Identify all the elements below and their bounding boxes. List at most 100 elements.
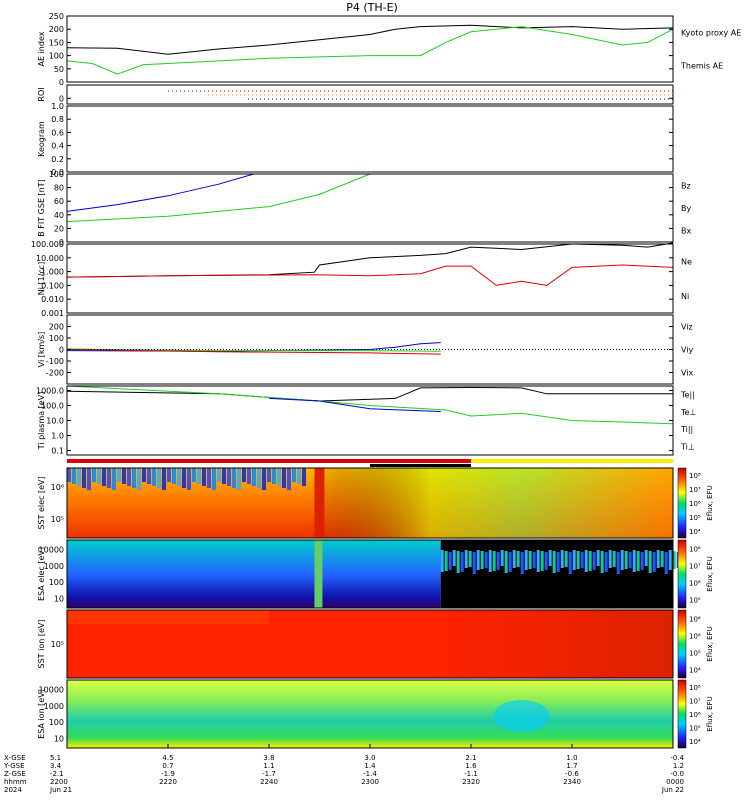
ytick-label: 1000.0 — [36, 387, 64, 396]
ephem-value: -2.1 — [50, 770, 64, 778]
ytick-label: 0.0 — [51, 168, 64, 177]
ytick-label: 0.4 — [51, 142, 64, 151]
ephem-value: 2300 — [361, 778, 379, 786]
esa-elec-pixel — [592, 552, 596, 570]
ytick-label: 150 — [49, 38, 64, 47]
panel-frame-ae — [66, 15, 674, 83]
ytick-label: 60 — [54, 197, 64, 206]
ytick-label: 10.000 — [36, 254, 64, 263]
sst-elec-pixel — [257, 468, 261, 488]
esa-elec-pixel — [580, 552, 584, 568]
colorbar-tick: 10⁶ — [689, 711, 701, 719]
sst-ion-heatmap — [67, 610, 673, 678]
sst-elec-pixel — [72, 468, 76, 484]
ephem-value: 1.6 — [465, 762, 477, 770]
ylabel-sst_e: SST elec [eV] — [37, 476, 46, 529]
panel-frame-keogram — [66, 105, 674, 173]
sst-elec-pixel — [222, 468, 226, 484]
chart-title: P4 (TH-E) — [346, 1, 398, 14]
ytick-label: 0 — [59, 94, 64, 103]
ephemeris-table: X-GSEY-GSEZ-GSEhhmm20245.13.4-2.12200Jun… — [3, 754, 685, 794]
esa-elec-pixel — [488, 550, 492, 572]
ytick-label: 10000 — [39, 546, 64, 555]
panels-layer — [66, 24, 680, 748]
sst-elec-pixel — [127, 468, 131, 486]
ylabel-esa_e: ESA elec [eV] — [37, 547, 46, 601]
ytick-label: 1.0 — [51, 431, 64, 440]
esa-elec-pixel — [444, 551, 448, 571]
esa-elec-pixel — [500, 550, 504, 566]
ylabel-keogram: Keogram — [37, 121, 46, 157]
esa-elec-pixel — [508, 552, 512, 572]
colorbar-label: Eflux, EFU — [706, 696, 714, 731]
esa-elec-pixel — [588, 551, 592, 571]
ytick-label: 0 — [59, 78, 64, 87]
esa-elec-pixel — [484, 552, 488, 568]
ytick-label: 80 — [54, 184, 64, 193]
esa-elec-pixel — [492, 551, 496, 571]
esa-ion-heatmap — [67, 680, 673, 748]
esa-elec-pixel — [564, 551, 568, 567]
esa-elec-pixel — [568, 552, 572, 574]
esa-elec-pixel — [612, 551, 616, 567]
series-ne — [66, 264, 674, 286]
esa-elec-pixel — [668, 550, 672, 570]
ytick-label: 1.000 — [41, 268, 64, 277]
colorbar-tick: 10⁴ — [689, 738, 701, 746]
legend-entry: Ti|| — [680, 425, 693, 434]
sst-elec-pixel — [92, 468, 96, 482]
sst-elec-pixel — [142, 468, 146, 482]
ephem-value: 1.1 — [263, 762, 274, 770]
esa-elec-pixel — [504, 551, 508, 573]
ephem-value: 1.2 — [673, 762, 684, 770]
esa-elec-pixel — [528, 551, 532, 569]
esa-elec-pixel — [468, 551, 472, 567]
status-bar-yellow — [471, 459, 673, 463]
ytick-label: 1.0 — [51, 102, 64, 111]
ephem-value: -1.1 — [464, 770, 478, 778]
esa-elec-pixel — [548, 550, 552, 566]
ytick-label: 0.001 — [41, 309, 64, 318]
colorbar-tick: 10⁸ — [689, 684, 701, 692]
ytick-label: 10.0 — [46, 417, 64, 426]
esa-elec-pixel — [596, 550, 600, 566]
sst-elec-pixel — [212, 468, 216, 490]
panel-frame-roi — [66, 84, 674, 105]
esa-elec-pixel — [476, 550, 480, 570]
esa-elec-pixel — [560, 550, 564, 568]
ytick-label: 0.8 — [51, 115, 64, 124]
sst-elec-pixel — [162, 468, 166, 490]
ytick-label: 10⁵ — [51, 640, 64, 649]
esa-elec-pixel — [552, 551, 556, 573]
ytick-label: 100 — [49, 578, 64, 587]
panel-frame-bfit — [66, 173, 674, 243]
ephem-value: 3.8 — [263, 754, 274, 762]
esa-elec-pixel — [624, 551, 628, 569]
ylabel-vi: Vi [km/s] — [37, 332, 46, 368]
colorbar-tick: 10⁵ — [689, 597, 701, 605]
esa-elec-pixel — [620, 550, 624, 570]
sst-elec-pixel — [132, 468, 136, 488]
sst-elec-pixel — [177, 468, 181, 486]
legend-entry: Vix — [681, 369, 694, 378]
sst-elec-pixel — [262, 468, 266, 490]
legend-entry: Ti⊥ — [680, 442, 695, 451]
sst-elec-pixel — [202, 468, 206, 486]
sst-elec-pixel — [207, 468, 211, 488]
colorbar-sst_e — [677, 467, 687, 539]
esa-elec-burst — [314, 540, 323, 608]
esa-elec-pixel — [604, 552, 608, 572]
legend-entry: Te|| — [680, 391, 695, 400]
series-ti-- — [66, 385, 674, 425]
legend-entry: Viy — [681, 346, 694, 355]
esa-elec-pixel — [672, 551, 676, 569]
sst-elec-pixel — [82, 468, 86, 488]
sst-elec-pixel — [247, 468, 251, 484]
esa-elec-pixel — [520, 552, 524, 574]
sst-ion-band — [67, 610, 269, 624]
ephem-value: -1.9 — [161, 770, 175, 778]
ephem-value: 2200 — [50, 778, 68, 786]
esa-elec-pixel — [556, 552, 560, 572]
esa-elec-pixel — [644, 550, 648, 566]
ylabel-sst_i: SST ion [eV] — [37, 620, 46, 669]
